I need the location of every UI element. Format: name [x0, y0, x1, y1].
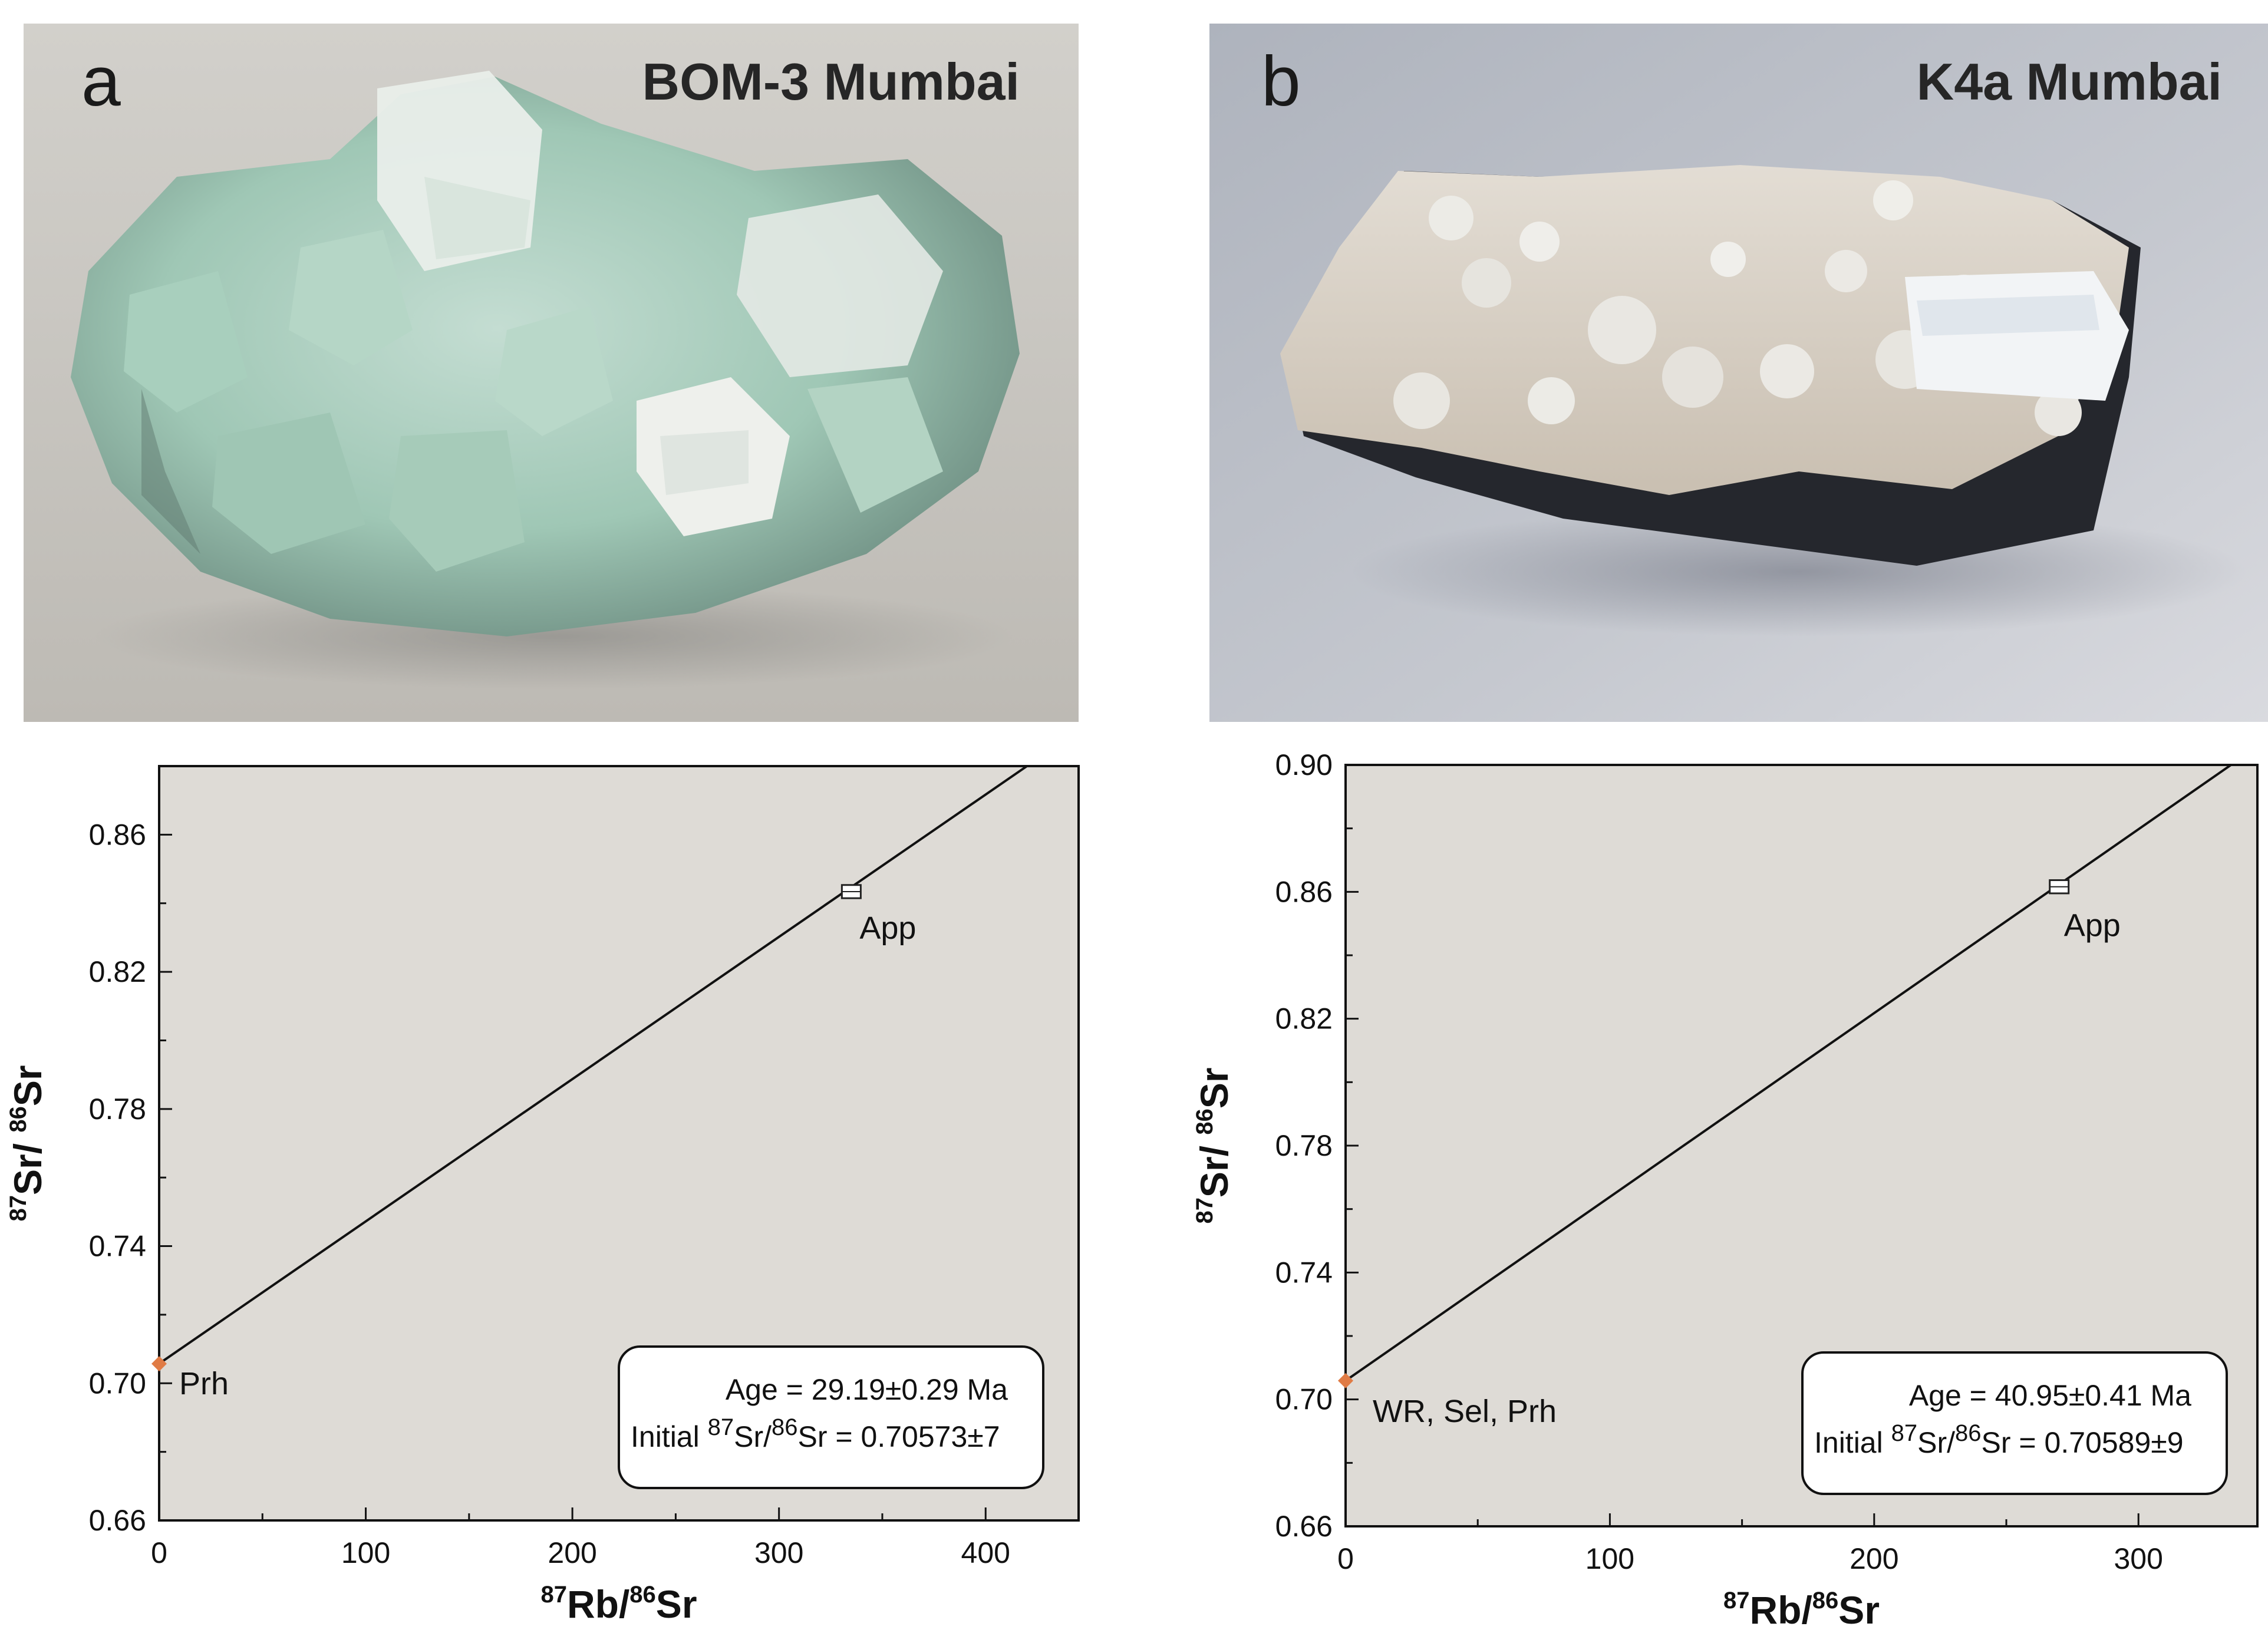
isochron-chart-b-svg: 0 100 200 300 0.66 0.70 0.74 0.78 0.82 0.86 0.90 W… — [1192, 748, 2259, 1632]
x-tick-label: 300 — [754, 1536, 803, 1569]
y-tick-label: 0.86 — [1275, 875, 1333, 908]
x-tick-label: 0 — [1337, 1542, 1354, 1575]
apophyllite-crystal — [1905, 271, 2129, 401]
x-axis-title: 87Rb/86Sr — [1723, 1588, 1880, 1632]
initial-ratio-text: Initial 87Sr/86Sr = 0.70573±7 — [631, 1414, 1000, 1453]
x-tick-label: 100 — [341, 1536, 390, 1569]
age-annotation-box: Age = 29.19±0.29 Ma Initial 87Sr/86Sr = … — [618, 1345, 1044, 1489]
isochron-line — [158, 765, 1028, 1365]
initial-ratio-text: Initial 87Sr/86Sr = 0.70589±9 — [1814, 1420, 2184, 1459]
y-axis-title: 87Sr/ 86Sr — [5, 1065, 50, 1221]
mineral-photo-b — [1209, 24, 2268, 722]
x-tick-label: 300 — [2114, 1542, 2162, 1575]
photo-panel-a — [24, 24, 1079, 722]
point-labels: Prh App — [179, 910, 916, 1401]
panel-title-a: BOM-3 Mumbai — [642, 52, 1020, 111]
age-annotation-box: Age = 40.95±0.41 Ma Initial 87Sr/86Sr = … — [1801, 1351, 2228, 1495]
point-label: App — [2064, 908, 2121, 943]
panel-letter-a: a — [81, 42, 121, 121]
x-tick-label: 400 — [961, 1536, 1010, 1569]
x-tick-label: 0 — [151, 1536, 167, 1569]
x-tick-label: 100 — [1585, 1542, 1634, 1575]
isochron-chart-a-svg: 0 100 200 300 400 0.66 0.70 0.74 0.78 0.82 0.86 Pr… — [5, 765, 1080, 1626]
point-label: Prh — [179, 1366, 229, 1401]
point-labels: WR, Sel, Prh App — [1373, 908, 2121, 1429]
annotation-box — [618, 1345, 1044, 1489]
panel-letter-b: b — [1261, 42, 1301, 121]
y-tick-label: 0.82 — [89, 955, 146, 988]
y-tick-label: 0.74 — [89, 1230, 146, 1263]
y-tick-label: 0.82 — [1275, 1002, 1333, 1035]
data-points — [151, 884, 862, 1372]
y-tick-label: 0.70 — [89, 1367, 146, 1400]
x-tick-label: 200 — [1850, 1542, 1898, 1575]
y-tick-label: 0.70 — [1275, 1383, 1333, 1416]
axis-ticks — [1344, 764, 2140, 1527]
axis-ticks — [158, 765, 987, 1522]
data-point-diamond — [1338, 1373, 1353, 1388]
age-text: Age = 29.19±0.29 Ma — [726, 1373, 1008, 1406]
y-tick-label: 0.74 — [1275, 1256, 1333, 1289]
y-tick-label: 0.90 — [1275, 748, 1333, 781]
point-label: WR, Sel, Prh — [1373, 1394, 1557, 1429]
data-points — [1338, 879, 2070, 1388]
y-tick-label: 0.66 — [1275, 1510, 1333, 1543]
annotation-box — [1801, 1351, 2228, 1495]
y-tick-label: 0.78 — [89, 1093, 146, 1126]
isochron-chart-a: 0 100 200 300 400 0.66 0.70 0.74 0.78 0.82 0.86 Pr… — [0, 737, 1120, 1643]
panel-title-b: K4a Mumbai — [1916, 52, 2222, 111]
photo-panel-b — [1209, 24, 2268, 722]
y-tick-label: 0.86 — [89, 818, 146, 851]
y-tick-label: 0.66 — [89, 1504, 146, 1537]
isochron-line — [1344, 764, 2232, 1382]
mineral-photo-a — [24, 24, 1079, 722]
y-tick-label: 0.78 — [1275, 1129, 1333, 1162]
tick-labels: 0 100 200 300 0.66 0.70 0.74 0.78 0.82 0.86 0.90 — [1275, 748, 2163, 1575]
point-label: App — [859, 910, 916, 946]
x-tick-label: 200 — [548, 1536, 596, 1569]
mineral-cluster-shape-b — [1280, 165, 2129, 495]
age-text: Age = 40.95±0.41 Ma — [1909, 1379, 2191, 1412]
tick-labels: 0 100 200 300 400 0.66 0.70 0.74 0.78 0.82 0.86 — [89, 818, 1010, 1569]
x-axis-title: 87Rb/86Sr — [540, 1582, 697, 1626]
data-point-diamond — [151, 1356, 167, 1372]
isochron-chart-b: 0 100 200 300 0.66 0.70 0.74 0.78 0.82 0.86 0.90 W… — [1155, 737, 2268, 1643]
y-axis-title: 87Sr/ 86Sr — [1192, 1067, 1236, 1223]
